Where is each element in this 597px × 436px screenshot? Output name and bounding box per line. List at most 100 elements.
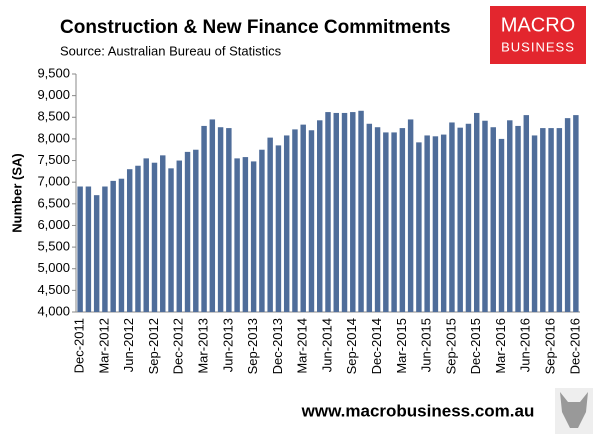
website: www.macrobusiness.com.au	[301, 401, 535, 420]
y-tick-label: 5,000	[37, 260, 70, 275]
bar	[176, 160, 183, 312]
bar	[507, 120, 513, 312]
bar	[259, 149, 265, 312]
chart-subtitle: Source: Australian Bureau of Statistics	[60, 43, 282, 58]
x-tick-label: Mar-2013	[196, 318, 211, 374]
bar	[498, 138, 505, 312]
bar	[490, 127, 496, 312]
bar	[308, 130, 315, 312]
y-tick-label: 8,000	[37, 130, 70, 145]
x-tick-label: Sep-2015	[443, 318, 458, 374]
x-tick-label: Jun-2016	[518, 318, 533, 372]
x-tick-label: Dec-2016	[567, 318, 582, 374]
bar	[126, 169, 133, 312]
bar	[358, 110, 364, 312]
bar	[325, 112, 331, 312]
bar	[160, 155, 166, 312]
x-tick-label: Mar-2014	[295, 318, 310, 374]
logo-text: BUSINESS	[501, 39, 575, 54]
bar	[399, 128, 406, 312]
bar	[143, 158, 149, 312]
bar	[118, 178, 125, 312]
bar	[226, 128, 232, 312]
bar	[440, 134, 447, 312]
bar	[383, 132, 389, 312]
bar	[184, 151, 191, 312]
bar	[201, 125, 207, 312]
wolf-icon	[555, 388, 593, 434]
x-tick-label: Dec-2013	[270, 318, 285, 374]
x-tick-label: Sep-2012	[146, 318, 161, 374]
logo-text: MACRO	[501, 14, 575, 36]
bar	[407, 119, 414, 312]
logo-box	[490, 6, 586, 64]
bar	[317, 120, 323, 312]
y-tick-label: 4,000	[37, 303, 70, 318]
bar	[473, 112, 480, 312]
y-tick-label: 7,500	[37, 152, 70, 167]
x-tick-label: Jun-2013	[220, 318, 235, 372]
bar	[416, 142, 422, 312]
x-tick-label: Mar-2015	[394, 318, 409, 374]
bar	[573, 115, 579, 312]
bar	[531, 135, 538, 312]
bar	[457, 127, 463, 313]
bar	[424, 135, 430, 312]
x-tick-label: Dec-2015	[468, 318, 483, 374]
y-axis-label: Number (SA)	[9, 153, 24, 232]
bar	[283, 135, 290, 312]
x-tick-label: Dec-2014	[369, 318, 384, 374]
bar	[292, 129, 298, 312]
x-tick-label: Dec-2012	[171, 318, 186, 374]
chart-title: Construction & New Finance Commitments	[60, 17, 451, 38]
bar	[151, 162, 158, 312]
y-tick-label: 5,500	[37, 239, 70, 254]
x-tick-label: Sep-2014	[344, 318, 359, 374]
bar	[333, 112, 339, 312]
bar	[168, 168, 174, 312]
y-tick-label: 6,500	[37, 195, 70, 210]
bar	[556, 128, 563, 312]
bar	[564, 118, 571, 312]
bar	[449, 122, 455, 312]
bar	[135, 165, 141, 312]
y-tick-label: 8,500	[37, 109, 70, 124]
x-tick-label: Dec-2011	[72, 318, 87, 373]
bar	[242, 157, 249, 312]
bar	[85, 186, 92, 312]
bar	[300, 124, 306, 312]
y-tick-label: 7,000	[37, 174, 70, 189]
bar	[548, 128, 554, 312]
bar	[482, 120, 488, 312]
bar	[350, 112, 356, 312]
x-tick-label: Jun-2015	[419, 318, 434, 372]
bar	[250, 161, 257, 312]
y-tick-label: 9,000	[37, 87, 70, 102]
bar	[234, 158, 240, 312]
bar	[465, 123, 472, 312]
bar	[110, 180, 116, 312]
bar	[341, 112, 348, 312]
icon-shape	[560, 392, 588, 428]
bar	[267, 137, 273, 312]
bar	[102, 186, 108, 312]
x-tick-label: Mar-2012	[96, 318, 111, 374]
x-tick-label: Jun-2014	[319, 318, 334, 372]
bar	[523, 115, 530, 312]
bar	[366, 123, 373, 312]
bar	[515, 125, 521, 312]
x-tick-label: Jun-2012	[121, 318, 136, 372]
bar	[540, 128, 546, 312]
bar	[275, 145, 282, 312]
bar	[391, 132, 397, 312]
x-tick-label: Mar-2016	[493, 318, 508, 374]
bar	[374, 127, 381, 312]
bar	[77, 186, 83, 312]
x-tick-label: Sep-2016	[543, 318, 558, 374]
bar	[93, 195, 100, 312]
y-tick-label: 9,500	[37, 65, 70, 80]
bar	[217, 127, 224, 312]
bar	[209, 119, 216, 312]
x-tick-label: Sep-2013	[245, 318, 260, 374]
